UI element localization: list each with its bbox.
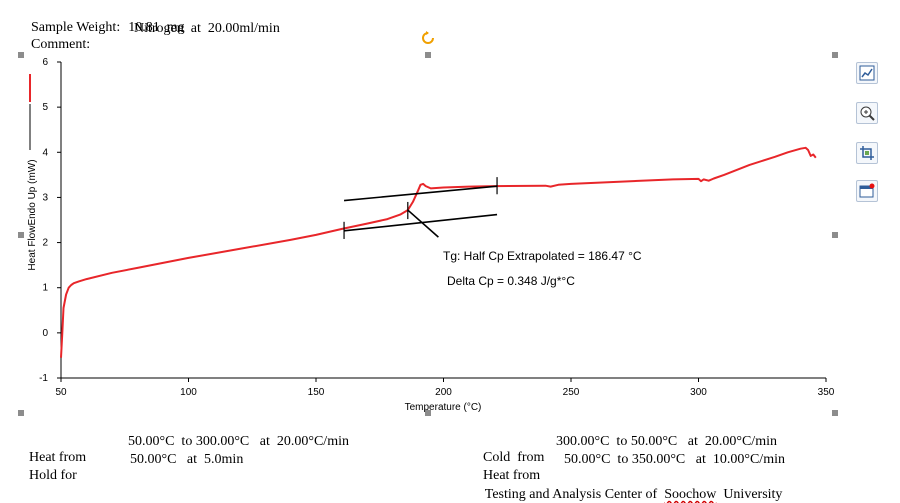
- x-tick-label: 150: [308, 387, 325, 398]
- crop-icon: [860, 146, 874, 160]
- x-axis-ticks: 50 100 150 200 250 300 350: [55, 378, 835, 398]
- y-tick-label: -1: [39, 373, 48, 384]
- resize-handle-bottom-right[interactable]: [832, 410, 838, 416]
- y-tick-label: 2: [42, 238, 48, 249]
- zoom-icon: [860, 106, 875, 121]
- method-step-3-label: Cold from: [483, 450, 545, 465]
- y-tick-label: 0: [42, 328, 48, 339]
- annotation-delta-cp: Delta Cp = 0.348 J/g*°C: [447, 274, 575, 288]
- annotation-tg: Tg: Half Cp Extrapolated = 186.47 °C: [443, 249, 642, 263]
- window-icon: [859, 183, 875, 198]
- chart-marks: [60, 146, 817, 358]
- crop-button[interactable]: [856, 142, 878, 164]
- x-tick-label: 250: [563, 387, 580, 398]
- chart-style-icon: [859, 65, 875, 81]
- sample-weight-label: Sample Weight:: [31, 20, 121, 35]
- x-axis-label: Temperature (°C): [405, 402, 482, 413]
- lab-credit-university: Soochow: [664, 487, 717, 502]
- method-step-4: Heat from 50.00°C to 350.00°C at 10.00°C/…: [476, 452, 785, 484]
- method-step-4-text: 50.00°C to 350.00°C at 10.00°C/min: [564, 452, 785, 467]
- x-tick-label: 200: [435, 387, 452, 398]
- lab-credit: Testing and Analysis Center of Soochow U…: [478, 471, 783, 503]
- method-step-3: Cold from 300.00°C to 50.00°C at 20.00°C/…: [476, 434, 777, 466]
- resize-handle-top-right[interactable]: [832, 52, 838, 58]
- resize-handle-left[interactable]: [18, 232, 24, 238]
- resize-handle-bottom[interactable]: [425, 410, 431, 416]
- y-axis-ticks: -1 0 1 2 3 4 5 6: [39, 57, 61, 384]
- chart-style-button[interactable]: [856, 62, 878, 84]
- method-step-2-text: 50.00°C at 5.0min: [130, 452, 244, 467]
- y-tick-label: 6: [42, 57, 48, 68]
- zoom-button[interactable]: [856, 102, 878, 124]
- comment-label: Comment:: [31, 37, 91, 52]
- x-tick-label: 350: [818, 387, 835, 398]
- lab-credit-suffix: University: [723, 487, 783, 502]
- x-tick-label: 50: [55, 387, 67, 398]
- comment-row: Comment: Nitrogen at 20.00ml/min: [24, 21, 280, 53]
- resize-handle-right[interactable]: [832, 232, 838, 238]
- y-axis-label: Heat FlowEndo Up (mW): [27, 159, 38, 270]
- window-button[interactable]: [856, 180, 878, 202]
- method-step-1-text: 50.00°C to 300.00°C at 20.00°C/min: [128, 434, 349, 449]
- method-step-4-label: Heat from: [483, 468, 541, 483]
- annotation-pointer: [407, 209, 439, 238]
- y-tick-label: 3: [42, 192, 48, 203]
- sample-weight-row: Sample Weight: 10.81 mg: [24, 4, 185, 36]
- sample-weight-value: 10.81 mg: [128, 20, 185, 35]
- y-tick-label: 4: [42, 147, 48, 158]
- lab-credit-prefix: Testing and Analysis Center of: [484, 487, 658, 502]
- method-step-2: Hold for 50.00°C at 5.0min: [22, 452, 243, 484]
- comment-value: Nitrogen at 20.00ml/min: [134, 21, 280, 36]
- resize-handle-top-left[interactable]: [18, 52, 24, 58]
- tangent-line: [343, 185, 498, 202]
- x-tick-label: 100: [180, 387, 197, 398]
- y-tick-label: 1: [42, 283, 48, 294]
- method-step-1: Heat from 50.00°C to 300.00°C at 20.00°C/…: [22, 434, 349, 466]
- tangent-line: [343, 213, 498, 232]
- resize-handle-top[interactable]: [425, 52, 431, 58]
- method-step-2-label: Hold for: [29, 468, 77, 483]
- rotate-handle-icon[interactable]: [421, 31, 435, 45]
- y-tick-label: 5: [42, 102, 48, 113]
- method-step-3-text: 300.00°C to 50.00°C at 20.00°C/min: [556, 434, 777, 449]
- heat-flow-series-line: [60, 146, 817, 358]
- resize-handle-bottom-left[interactable]: [18, 410, 24, 416]
- method-step-1-label: Heat from: [29, 450, 87, 465]
- x-tick-label: 300: [690, 387, 707, 398]
